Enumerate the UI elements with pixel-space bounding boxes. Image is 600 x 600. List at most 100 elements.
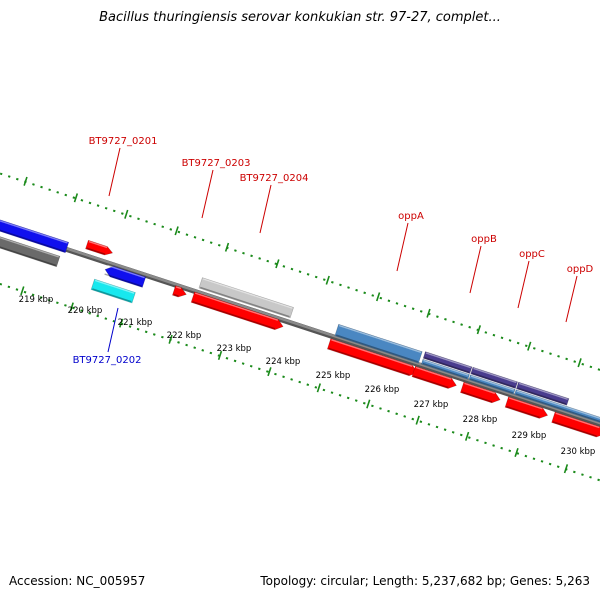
- gene-feature: [198, 277, 294, 319]
- inner-tick: [120, 322, 124, 326]
- inner-tick: [395, 412, 398, 416]
- inner-tick: [23, 290, 27, 294]
- outer-major-tick: [224, 242, 230, 252]
- outer-tick: [153, 222, 156, 226]
- gene-feature: [551, 411, 600, 438]
- inner-tick: [177, 341, 180, 344]
- inner-tick: [193, 346, 197, 349]
- outer-major-tick: [73, 193, 79, 203]
- scale-label: 228 kbp: [463, 415, 498, 425]
- inner-tick: [257, 367, 261, 371]
- inner-tick: [15, 288, 19, 291]
- gene-highlight: [415, 366, 452, 380]
- outer-tick: [250, 254, 253, 258]
- inner-tick: [31, 293, 35, 297]
- inner-tick: [354, 399, 358, 402]
- inner-tick: [0, 282, 3, 286]
- gene-highlight: [94, 279, 135, 294]
- outer-tick: [120, 212, 124, 215]
- outer-major-tick: [375, 292, 381, 302]
- inner-tick: [419, 420, 423, 424]
- gene-label: BT9727_0203: [182, 158, 251, 169]
- label-leader-line: [565, 275, 578, 323]
- inner-tick: [322, 388, 326, 392]
- label-leaders: [107, 147, 578, 353]
- inner-tick: [39, 296, 43, 299]
- inner-major-tick: [168, 334, 173, 344]
- gene-label: oppA: [398, 211, 424, 222]
- gene-feature: [514, 389, 600, 423]
- inner-tick: [492, 444, 495, 447]
- outer-tick: [419, 310, 423, 313]
- gene-shadow: [422, 362, 468, 379]
- inner-major-tick: [217, 350, 223, 360]
- outer-tick: [549, 352, 552, 355]
- outer-tick: [201, 238, 205, 242]
- outer-major-tick: [23, 176, 28, 186]
- inner-tick: [185, 343, 188, 347]
- inner-tick: [484, 441, 487, 445]
- gene-feature: [104, 266, 147, 288]
- gene-label: oppD: [567, 264, 594, 275]
- inner-tick: [371, 404, 374, 408]
- inner-tick: [112, 319, 116, 323]
- gene-feature: [515, 381, 570, 406]
- scale-label: 227 kbp: [414, 400, 449, 410]
- inner-tick: [508, 449, 512, 453]
- outer-tick: [314, 275, 318, 279]
- outer-tick: [72, 196, 76, 199]
- inner-tick: [443, 428, 447, 431]
- gene-highlight: [331, 339, 413, 367]
- gene-feature: [420, 358, 470, 380]
- gene-features: [0, 219, 600, 438]
- inner-major-tick: [415, 415, 420, 425]
- gene-feature: [470, 366, 518, 389]
- outer-tick: [379, 296, 383, 300]
- inner-tick: [64, 304, 67, 307]
- scale-label: 223 kbp: [217, 344, 252, 354]
- gene-labels: BT9727_0201 BT9727_0203 BT9727_0204 oppA opp…: [73, 136, 594, 366]
- outer-tick: [15, 177, 19, 181]
- outer-tick: [137, 217, 140, 221]
- outer-major-tick: [426, 308, 431, 318]
- gene-label: BT9727_0201: [89, 136, 158, 147]
- topology-summary: Topology: circular; Length: 5,237,682 bp…: [260, 574, 590, 588]
- inner-tick: [573, 470, 576, 474]
- label-leader-line: [469, 245, 482, 294]
- gene-highlight: [464, 382, 496, 395]
- outer-tick: [145, 220, 148, 223]
- gene-shadow: [552, 421, 597, 437]
- outer-tick: [355, 288, 358, 292]
- scale-label: 219 kbp: [19, 295, 54, 305]
- outer-tick: [298, 270, 302, 273]
- outer-tick: [589, 365, 593, 369]
- outer-tick: [266, 259, 270, 263]
- inner-major-tick: [316, 383, 322, 393]
- inner-tick: [459, 433, 463, 437]
- outer-tick: [185, 233, 189, 236]
- inner-tick: [500, 446, 504, 450]
- inner-major-tick: [514, 447, 519, 458]
- label-leader-line: [517, 260, 530, 309]
- gene-feature: [0, 236, 61, 268]
- gene-highlight: [202, 278, 293, 309]
- outer-tick: [274, 262, 278, 266]
- outer-tick: [347, 286, 350, 289]
- outer-tick: [500, 336, 504, 340]
- outer-tick: [331, 280, 334, 284]
- outer-tick: [387, 299, 391, 303]
- outer-major-tick: [275, 259, 280, 269]
- inner-tick: [516, 452, 520, 455]
- gene-shadow: [328, 347, 410, 376]
- inner-tick: [476, 438, 479, 442]
- inner-tick: [548, 462, 552, 466]
- label-leader-line: [259, 184, 272, 234]
- inner-tick: [467, 436, 471, 439]
- gene-feature: [460, 381, 501, 404]
- inner-tick: [136, 327, 140, 331]
- gene-shadow: [192, 301, 276, 330]
- inner-tick: [362, 401, 366, 405]
- inner-tick: [209, 351, 213, 355]
- inner-tick: [451, 431, 455, 434]
